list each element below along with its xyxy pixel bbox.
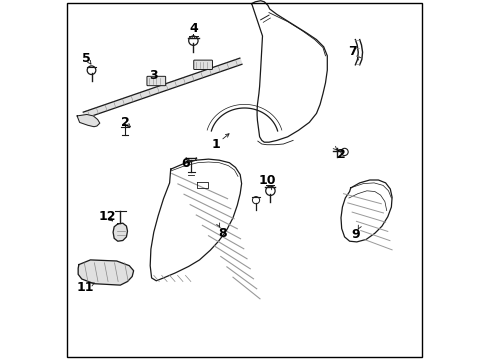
Polygon shape xyxy=(113,223,127,241)
Text: 4: 4 xyxy=(189,22,197,35)
Polygon shape xyxy=(150,159,241,281)
Text: 9: 9 xyxy=(350,228,359,241)
Text: 7: 7 xyxy=(347,45,356,58)
Text: 12: 12 xyxy=(98,210,116,223)
Text: 11: 11 xyxy=(77,281,94,294)
Text: 2: 2 xyxy=(121,116,129,129)
Text: 10: 10 xyxy=(258,174,275,187)
Polygon shape xyxy=(78,260,133,285)
Polygon shape xyxy=(83,58,242,118)
FancyBboxPatch shape xyxy=(193,60,212,69)
Text: 2: 2 xyxy=(337,148,346,161)
Text: 3: 3 xyxy=(149,69,158,82)
FancyBboxPatch shape xyxy=(146,76,165,86)
Polygon shape xyxy=(77,114,100,127)
Polygon shape xyxy=(340,180,391,242)
Text: 5: 5 xyxy=(82,52,91,65)
Text: 1: 1 xyxy=(211,138,220,151)
Polygon shape xyxy=(251,1,326,142)
Text: 8: 8 xyxy=(218,227,227,240)
Text: 6: 6 xyxy=(181,157,189,170)
